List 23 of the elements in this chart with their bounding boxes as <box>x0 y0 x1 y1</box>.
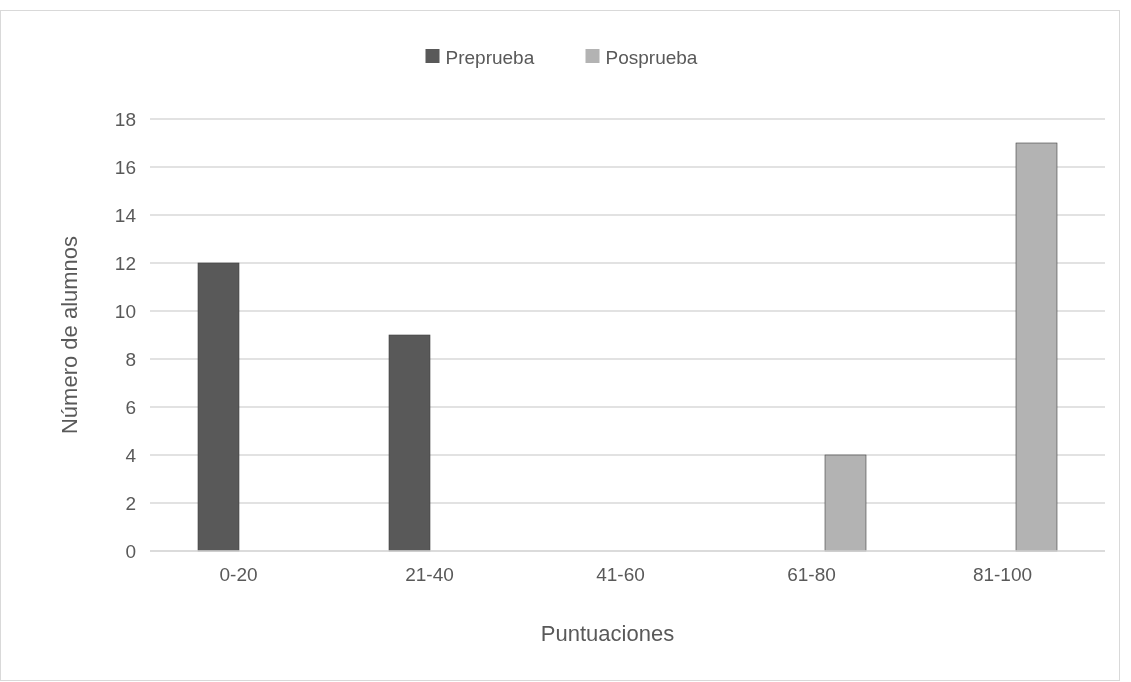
legend-label: Preprueba <box>445 46 535 68</box>
x-axis-title: Puntuaciones <box>540 621 675 646</box>
bar <box>1015 142 1058 552</box>
x-tick-label: 21-40 <box>405 564 454 585</box>
y-axis-title: Número de alumnos <box>57 235 82 435</box>
y-tick-label: 16 <box>114 156 136 178</box>
y-tick-label: 6 <box>125 396 136 418</box>
y-tick-label: 18 <box>114 108 136 130</box>
y-tick-label: 8 <box>125 348 136 370</box>
x-tick-label: 41-60 <box>596 564 645 585</box>
y-tick-label: 14 <box>114 204 137 226</box>
y-tick-label: 2 <box>125 492 136 514</box>
legend-label: Posprueba <box>605 46 698 68</box>
y-tick-label: 12 <box>114 252 136 274</box>
x-tick-label: 0-20 <box>219 564 258 585</box>
y-tick-label: 4 <box>125 444 137 466</box>
y-tick-label: 0 <box>125 540 136 562</box>
x-tick-label: 81-100 <box>972 564 1033 585</box>
bar <box>388 334 431 552</box>
x-tick-label: 61-80 <box>787 564 836 585</box>
y-tick-label: 10 <box>114 300 136 322</box>
bar <box>824 454 867 552</box>
bar <box>197 262 240 552</box>
